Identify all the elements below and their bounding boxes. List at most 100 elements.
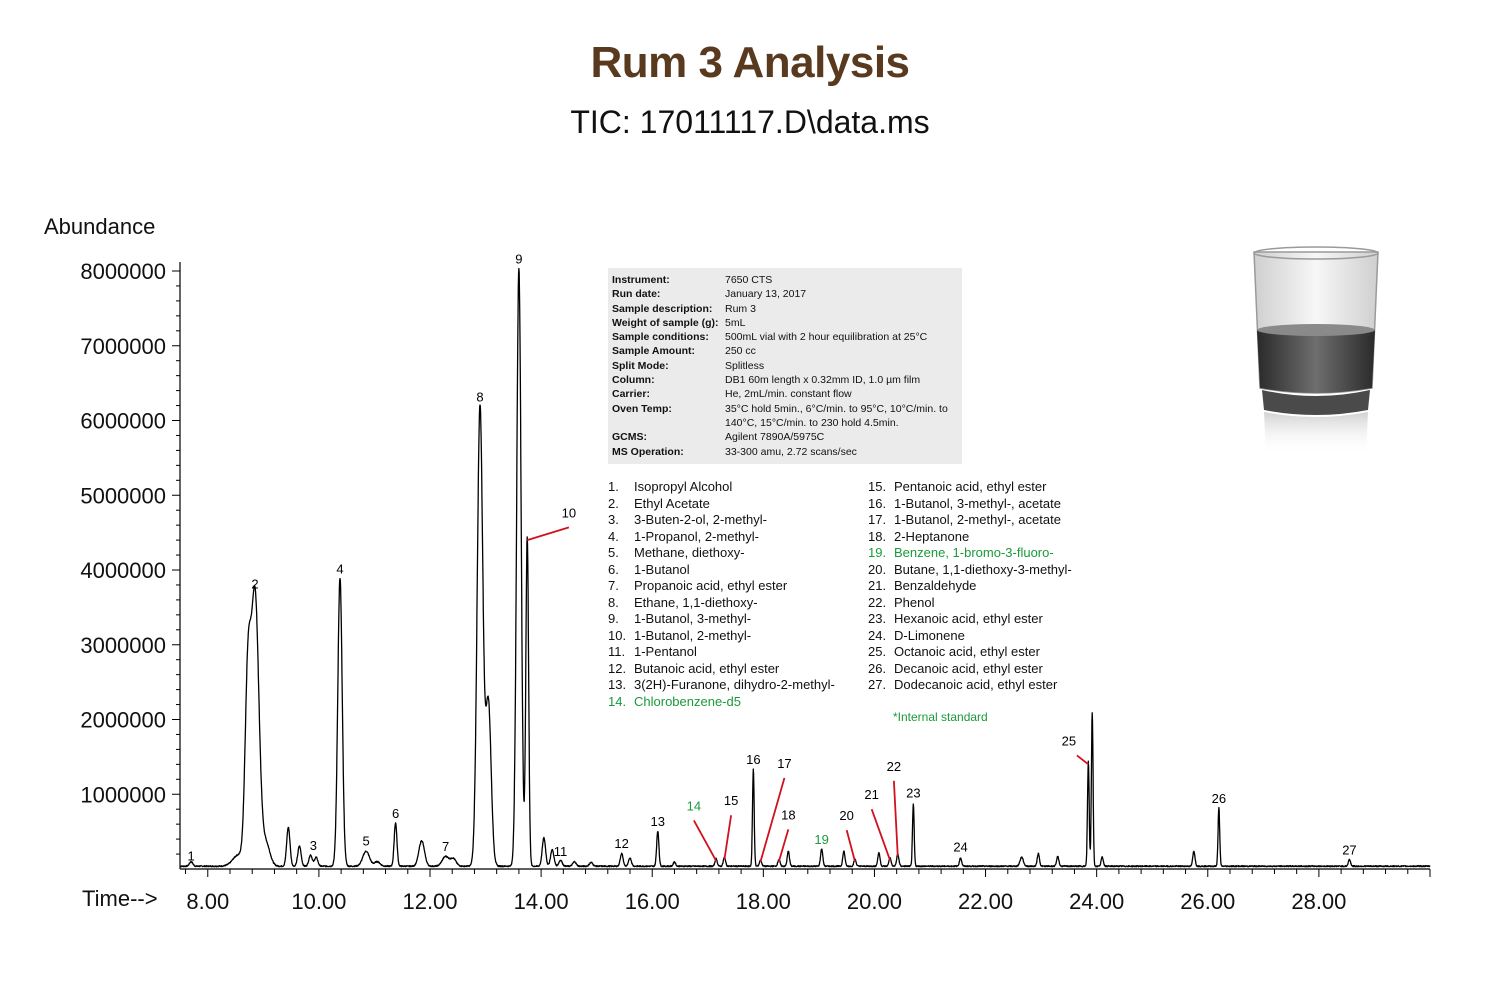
peak-label: 7 [442,839,449,854]
x-tick-label: 16.00 [625,889,680,914]
x-tick-label: 8.00 [186,889,229,914]
compound-number: 23. [868,611,887,626]
y-tick-label: 3000000 [80,633,166,658]
compound-name: Phenol [894,594,935,610]
compound-item: 10. 1-Butanol, 2-methyl- [608,628,835,645]
info-key: Run date: [612,288,661,301]
compound-number: 21. [868,578,887,593]
compound-number: 15. [868,479,887,494]
peak-label: 26 [1212,791,1226,806]
info-row: MS Operation: 33-300 amu, 2.72 scans/sec [612,445,958,459]
y-axis-label: Abundance [44,214,156,239]
compound-name: 3-Buten-2-ol, 2-methyl- [634,512,767,527]
compound-number: 18. [868,528,887,544]
peak-leader-line [778,829,790,862]
info-key: Column: [612,374,655,387]
compound-name: Methane, diethoxy- [634,545,745,560]
compound-item: 2. Ethyl Acetate [608,496,835,513]
y-tick-label: 1000000 [80,782,166,807]
compound-number: 27. [868,677,887,692]
y-tick-label: 2000000 [80,708,166,733]
peak-label: 4 [336,561,343,576]
peak-leader-line [759,777,786,862]
compound-name: Butanoic acid, ethyl ester [634,660,780,676]
instrument-info-box: Instrument: 7650 CTS Run date: January 13, … [608,268,962,464]
x-axis-label: Time--> [82,886,158,911]
compound-item: 6. 1-Butanol [608,562,835,579]
compound-item: 25. Octanoic acid, ethyl ester [868,644,1072,661]
x-tick-label: 20.00 [847,889,902,914]
compound-number: 2. [608,495,619,511]
info-key: Oven Temp: [612,402,672,415]
info-row: Weight of sample (g): 5mL [612,316,958,330]
info-row: Sample description: Rum 3 [612,302,958,316]
peak-label: 21 [864,787,878,802]
info-row: Split Mode: Splitless [612,359,958,373]
peak-leader-line [526,526,570,541]
compound-name: Pentanoic acid, ethyl ester [894,479,1047,494]
peak-label: 17 [777,756,791,771]
x-tick-label: 14.00 [514,889,569,914]
info-key: Sample Amount: [612,345,696,358]
info-row: Oven Temp: 35°C hold 5min., 6°C/min. to 9… [612,402,958,431]
peak-label: 22 [887,759,901,774]
compound-number: 20. [868,561,887,577]
compound-number: 3. [608,512,619,527]
compound-item: 18. 2-Heptanone [868,529,1072,546]
info-value: Agilent 7890A/5975C [725,431,825,444]
y-tick-label: 4000000 [80,558,166,583]
compound-item: 17. 1-Butanol, 2-methyl-, acetate [868,512,1072,529]
x-tick-label: 28.00 [1291,889,1346,914]
compound-name: Decanoic acid, ethyl ester [894,660,1043,676]
peak-leader-line [723,815,733,860]
compound-name: Dodecanoic acid, ethyl ester [894,677,1058,692]
compound-item: 23. Hexanoic acid, ethyl ester [868,611,1072,628]
info-row: Sample Amount: 250 cc [612,344,958,358]
compound-name: 1-Propanol, 2-methyl- [634,528,759,544]
compound-item: 11. 1-Pentanol [608,644,835,661]
info-row: Column: DB1 60m length x 0.32mm ID, 1.0 µ… [612,373,958,387]
compound-name: 1-Butanol [634,561,690,577]
info-value: He, 2mL/min. constant flow [725,388,852,401]
compound-number: 9. [608,611,619,626]
compound-name: 1-Butanol, 2-methyl- [634,627,752,643]
compound-item: 8. Ethane, 1,1-diethoxy- [608,595,835,612]
compound-item: 7. Propanoic acid, ethyl ester [608,578,835,595]
compound-name: 3(2H)-Furanone, dihydro-2-methyl- [634,677,835,692]
info-key: Carrier: [612,388,650,401]
y-tick-label: 8000000 [80,259,166,284]
compound-item: 9. 1-Butanol, 3-methyl- [608,611,835,628]
x-tick-label: 18.00 [736,889,791,914]
info-row: Sample conditions: 500mL vial with 2 hour… [612,330,958,344]
compound-item: 5. Methane, diethoxy- [608,545,835,562]
info-key: Split Mode: [612,359,669,372]
info-value: 250 cc [725,345,756,358]
compound-number: 22. [868,594,887,610]
info-key: MS Operation: [612,445,684,458]
peak-label: 27 [1342,843,1356,858]
x-tick-label: 10.00 [291,889,346,914]
compound-item: 21. Benzaldehyde [868,578,1072,595]
compound-item: 20. Butane, 1,1-diethoxy-3-methyl- [868,562,1072,579]
compound-name: 1-Butanol, 3-methyl- [634,611,752,626]
peak-label: 18 [781,807,795,822]
compound-name: Chlorobenzene-d5 [634,693,741,709]
compound-number: 25. [868,644,887,659]
compound-item: 4. 1-Propanol, 2-methyl- [608,529,835,546]
compound-number: 13. [608,677,627,692]
peak-label: 6 [392,806,399,821]
x-tick-label: 24.00 [1069,889,1124,914]
page-title: Rum 3 Analysis [590,38,910,87]
compound-number: 24. [868,627,887,643]
info-value: Rum 3 [725,302,756,315]
peak-label: 25 [1062,733,1076,748]
info-value: 35°C hold 5min., 6°C/min. to 95°C, 10°C/… [725,402,948,429]
info-value: Splitless [725,359,765,372]
info-value: January 13, 2017 [725,288,807,301]
peak-label: 1 [187,849,194,864]
compound-number: 5. [608,545,619,560]
compound-item: 13. 3(2H)-Furanone, dihydro-2-methyl- [608,677,835,694]
compound-legend-left: 1. Isopropyl Alcohol 2. Ethyl Acetate 3. 3-Bu… [608,479,835,710]
peak-label: 23 [906,786,920,801]
